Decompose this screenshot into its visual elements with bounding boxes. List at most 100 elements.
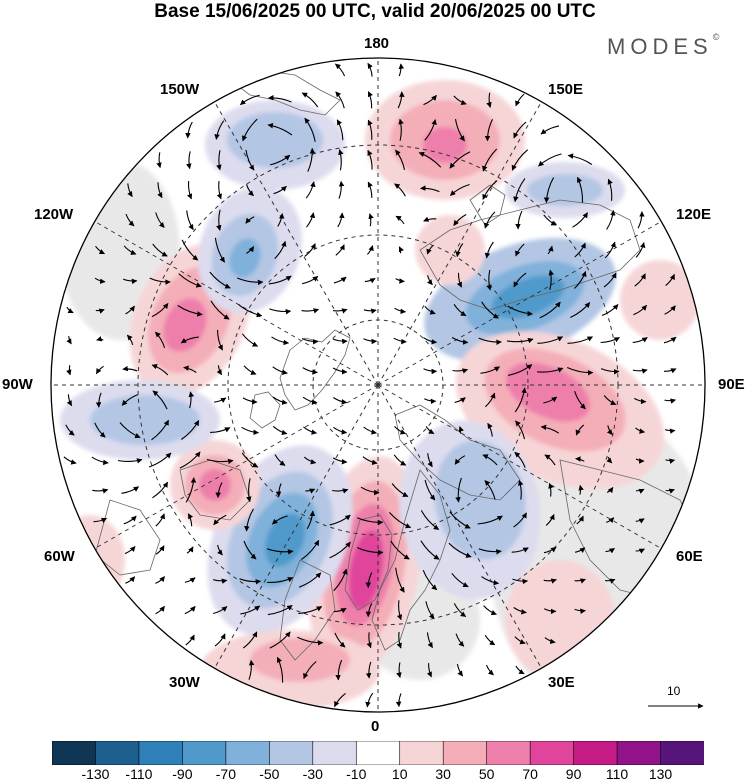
wind-vector	[209, 271, 231, 289]
wind-vector	[635, 548, 645, 554]
wind-vector	[152, 481, 169, 499]
lon-label-30e: 30E	[548, 674, 575, 691]
wind-vector	[574, 608, 586, 614]
anomaly-contour	[90, 395, 200, 445]
wind-vector	[216, 365, 223, 376]
colorbar-cell	[529, 741, 575, 765]
anomaly-contour	[505, 560, 615, 680]
wind-vector	[306, 212, 316, 228]
wind-vector	[267, 604, 293, 616]
wind-vector	[268, 275, 292, 285]
wind-vector	[454, 455, 466, 465]
wind-vector	[485, 392, 496, 408]
wind-vector	[482, 148, 498, 172]
wind-vector	[665, 458, 676, 464]
colorbar-tick-label: -70	[215, 766, 236, 782]
wind-vector	[424, 119, 437, 141]
colorbar-cell	[355, 741, 401, 765]
wind-vector	[515, 420, 526, 440]
wind-vector	[240, 605, 261, 615]
wind-vector	[395, 567, 405, 593]
wind-vector	[335, 659, 343, 681]
wind-vector	[123, 515, 137, 525]
colorbar-tick-label: 70	[522, 766, 538, 782]
wind-vector	[95, 392, 102, 408]
wind-vector	[117, 458, 143, 464]
wind-vector	[186, 181, 193, 200]
wind-vector	[214, 237, 226, 263]
wind-vector	[157, 182, 163, 199]
wind-vector	[425, 601, 435, 620]
wind-vector	[477, 515, 503, 525]
wind-vector	[303, 426, 318, 435]
colorbar-tick-label: 130	[648, 766, 673, 782]
wind-vector	[121, 486, 140, 494]
wind-vector	[515, 243, 525, 257]
wind-vector	[274, 454, 286, 466]
wind-vector	[605, 578, 616, 584]
wind-vector	[275, 483, 282, 498]
wind-vector	[603, 272, 617, 288]
wind-vector	[423, 337, 438, 345]
wind-vector	[186, 151, 192, 170]
wind-vector	[95, 365, 104, 375]
anomaly-contour	[348, 530, 384, 610]
lon-label-120e: 120E	[676, 206, 712, 223]
wind-vector	[148, 452, 172, 468]
wind-vector	[332, 308, 348, 314]
wind-vector	[487, 422, 493, 437]
wind-vector	[482, 180, 498, 200]
wind-vector	[606, 209, 616, 230]
wind-vector	[575, 424, 585, 436]
wind-vector	[394, 426, 407, 435]
wind-vector	[335, 91, 345, 109]
wind-vector	[242, 397, 258, 405]
wind-vector	[94, 277, 106, 284]
wind-vector	[606, 517, 615, 524]
wind-vector	[393, 454, 407, 466]
wind-vector	[306, 510, 316, 530]
wind-vector	[301, 92, 319, 108]
meridian-line	[377, 221, 662, 386]
wind-vector	[537, 336, 564, 344]
wind-vector	[269, 631, 291, 649]
wind-vector	[480, 366, 500, 374]
wind-vector	[515, 93, 525, 107]
wind-vector	[518, 479, 524, 500]
wind-vector	[217, 544, 223, 556]
colorbar-tick-label: 110	[605, 766, 629, 782]
wind-vector	[237, 303, 263, 318]
colorbar-tick-label: 90	[565, 766, 582, 782]
wind-vector	[94, 422, 106, 438]
wind-vector	[365, 692, 374, 708]
wind-vector	[513, 121, 527, 139]
wind-vector	[155, 576, 166, 584]
wind-vector	[332, 338, 348, 345]
wind-vector	[539, 301, 561, 319]
anomaly-contour	[163, 298, 207, 352]
wind-vector	[574, 242, 586, 258]
wind-vector	[119, 422, 141, 439]
wind-vector	[394, 307, 407, 315]
wind-vector	[540, 424, 560, 434]
colorbar-tick-label: -50	[259, 766, 280, 782]
wind-vector	[453, 95, 467, 106]
wind-vector	[363, 426, 377, 435]
wind-vector	[307, 147, 316, 172]
lon-label-150w: 150W	[160, 81, 200, 98]
wind-vector	[567, 153, 593, 165]
wind-vector	[329, 541, 351, 559]
wind-vector	[181, 239, 199, 261]
wind-vector	[420, 185, 440, 193]
wind-vector	[424, 479, 436, 501]
wind-vector	[66, 306, 74, 314]
wind-vector	[574, 547, 586, 553]
map-title: Base 15/06/2025 00 UTC, valid 20/06/2025…	[154, 1, 596, 22]
wind-vector	[508, 364, 533, 376]
wind-vector	[363, 308, 377, 314]
wind-vector	[303, 661, 317, 680]
colorbar-tick-label: 30	[435, 766, 451, 782]
wind-vector	[277, 213, 285, 227]
wind-vector	[481, 301, 499, 319]
wind-vector	[151, 419, 169, 441]
